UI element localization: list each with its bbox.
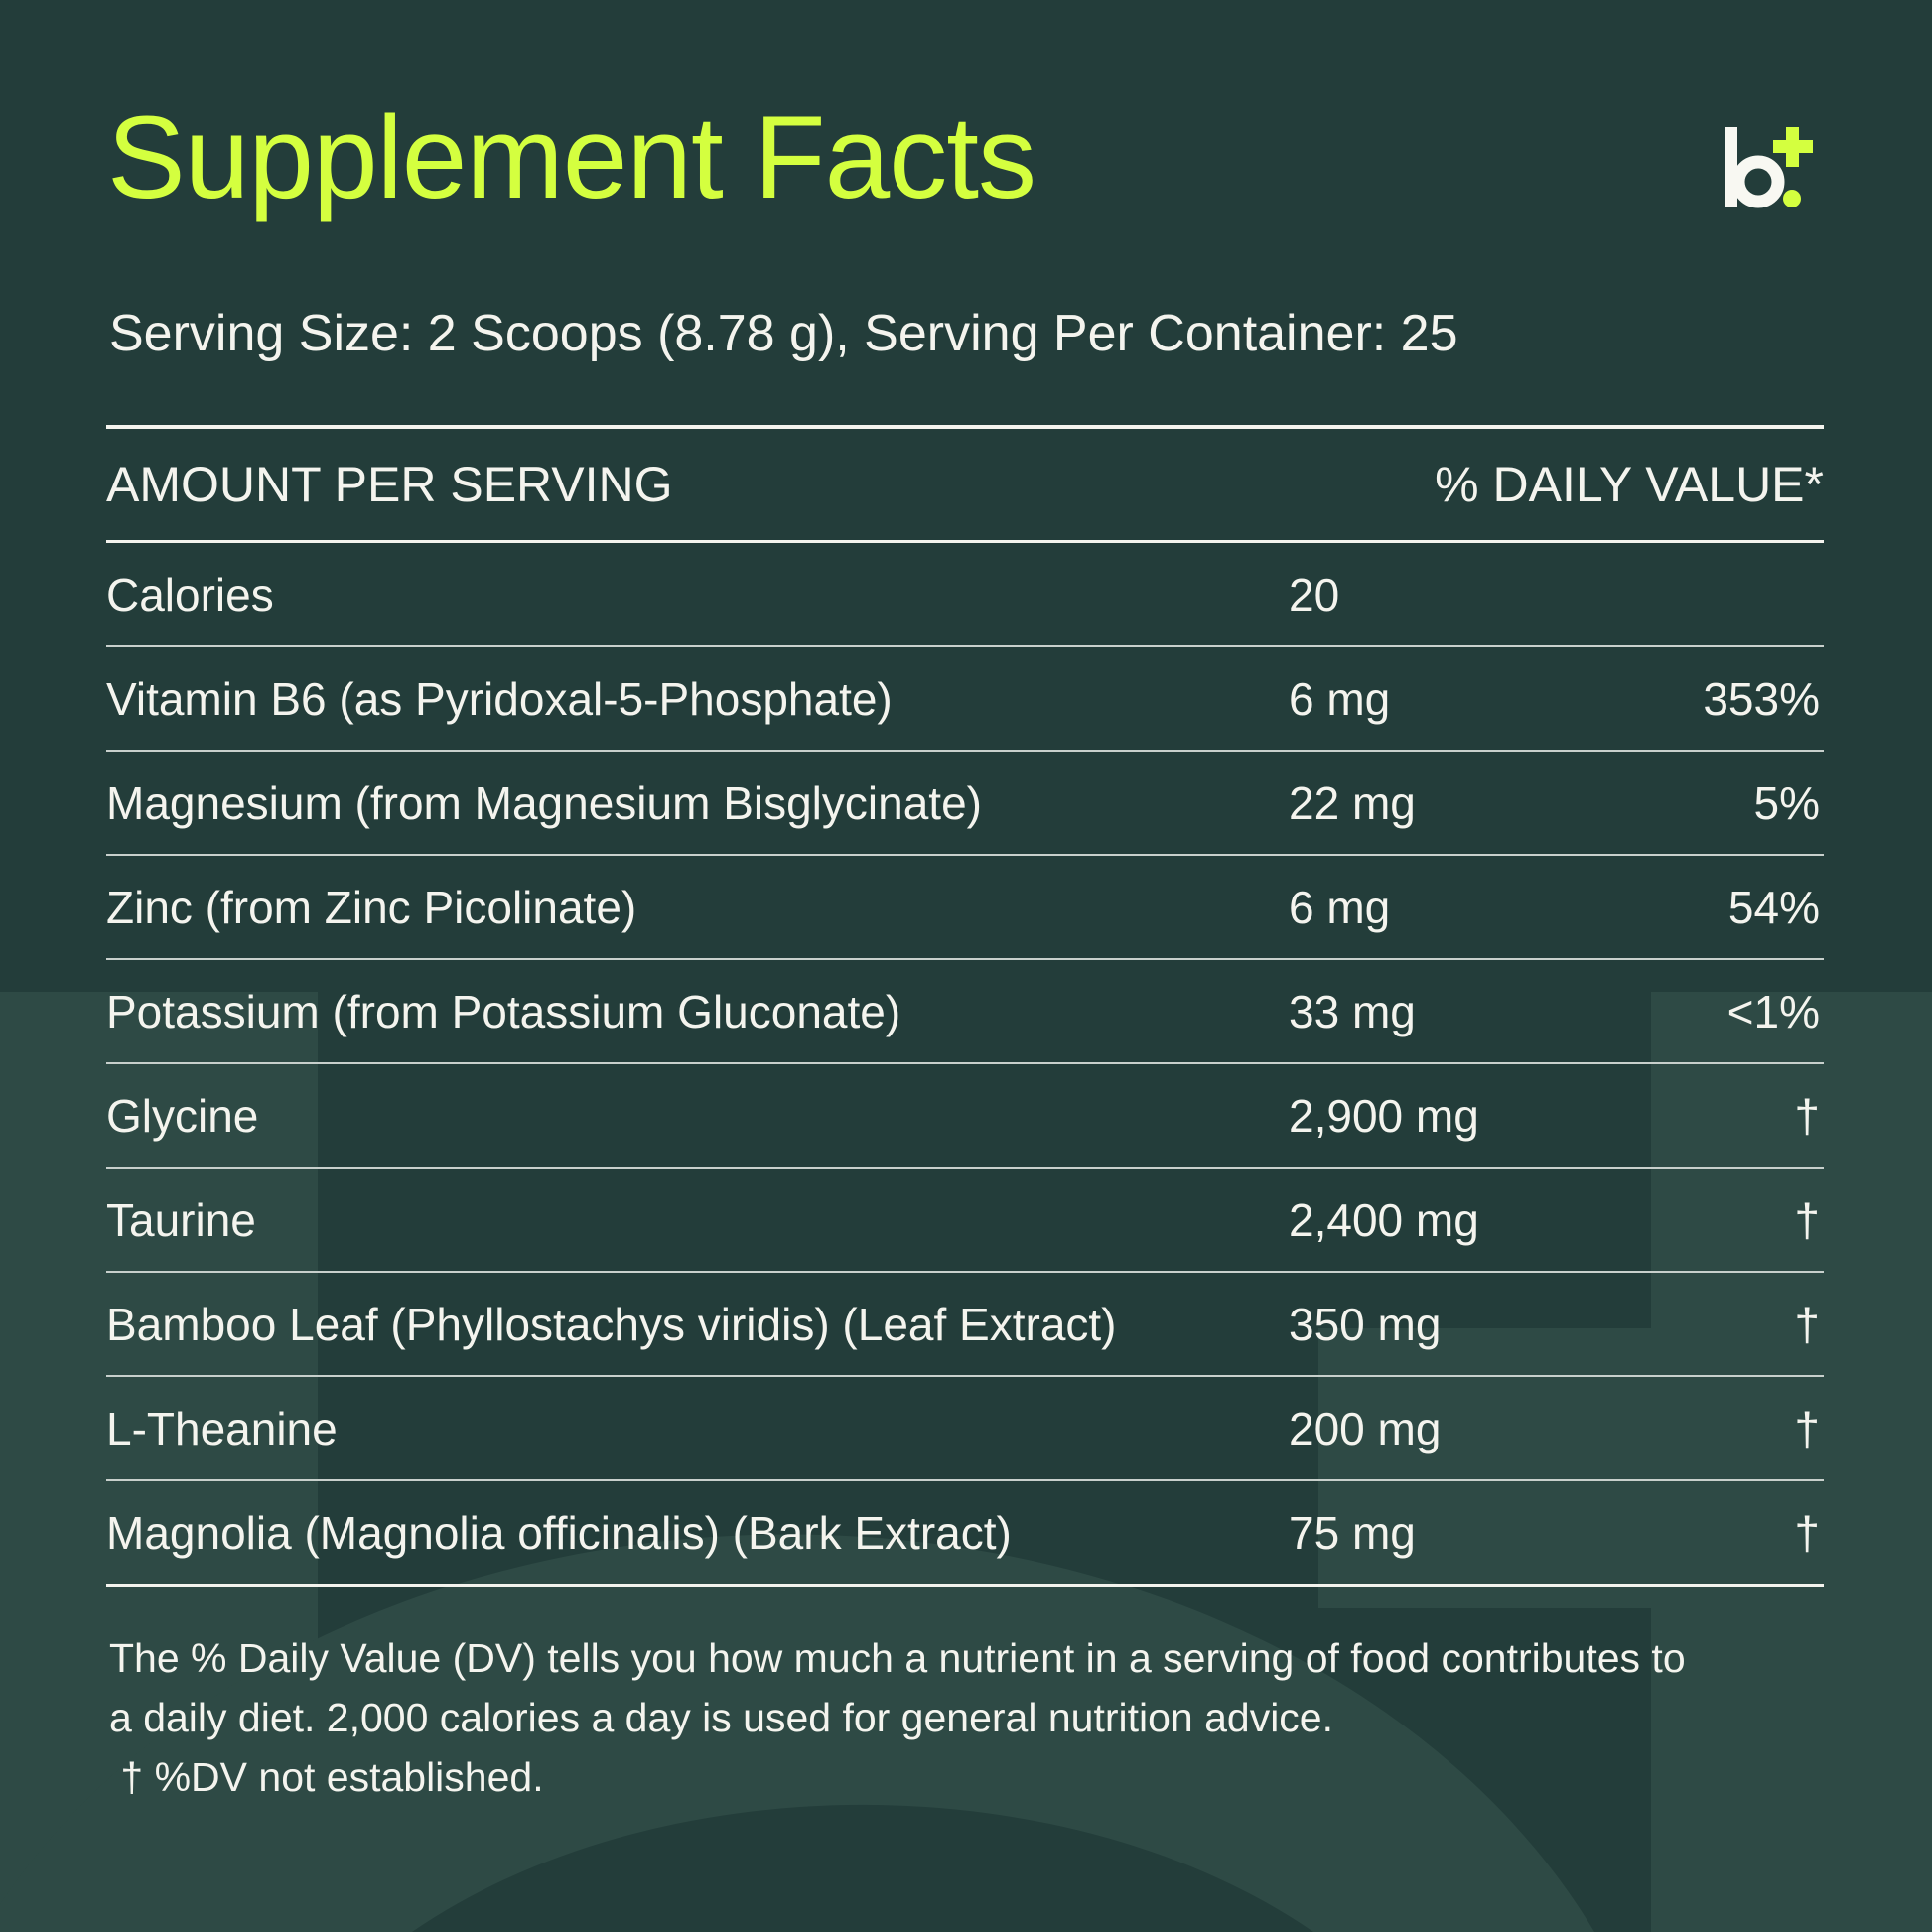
nutrient-daily-value: 5% — [1753, 776, 1820, 829]
nutrient-amount: 200 mg — [1289, 1402, 1442, 1454]
nutrient-name: L-Theanine — [106, 1402, 338, 1454]
nutrient-name: Taurine — [106, 1193, 256, 1246]
table-row: Potassium (from Potassium Gluconate) 33 m… — [106, 960, 1824, 1064]
nutrient-name: Vitamin B6 (as Pyridoxal-5-Phosphate) — [106, 672, 893, 725]
nutrient-amount: 350 mg — [1289, 1298, 1442, 1350]
nutrient-name: Calories — [106, 568, 274, 621]
footnote: The % Daily Value (DV) tells you how muc… — [109, 1628, 1837, 1807]
table-row: Taurine 2,400 mg † — [106, 1169, 1824, 1273]
table-row: Bamboo Leaf (Phyllostachys viridis) (Lea… — [106, 1273, 1824, 1377]
nutrient-amount: 20 — [1289, 568, 1340, 621]
serving-info: Serving Size: 2 Scoops (8.78 g), Serving… — [109, 305, 1458, 362]
nutrient-daily-value: † — [1794, 1402, 1820, 1454]
nutrient-daily-value: <1% — [1726, 985, 1820, 1037]
nutrient-daily-value: † — [1794, 1298, 1820, 1350]
nutrient-name: Magnolia (Magnolia officinalis) (Bark Ex… — [106, 1506, 1012, 1559]
supplement-facts-table: AMOUNT PER SERVING % DAILY VALUE* Calori… — [106, 425, 1824, 1587]
nutrient-amount: 2,900 mg — [1289, 1089, 1479, 1142]
table-row: Zinc (from Zinc Picolinate) 6 mg 54% — [106, 856, 1824, 960]
nutrient-daily-value: 353% — [1703, 672, 1820, 725]
nutrient-amount: 33 mg — [1289, 985, 1416, 1037]
nutrient-amount: 6 mg — [1289, 881, 1391, 933]
nutrient-daily-value: † — [1794, 1506, 1820, 1559]
table-row: Calories 20 — [106, 543, 1824, 647]
nutrient-name: Bamboo Leaf (Phyllostachys viridis) (Lea… — [106, 1298, 1117, 1350]
table-header: AMOUNT PER SERVING % DAILY VALUE* — [106, 425, 1824, 543]
brand-logo-icon — [1725, 127, 1813, 208]
footnote-dagger-line: † %DV not established. — [109, 1754, 544, 1800]
table-row: Magnesium (from Magnesium Bisglycinate) 2… — [106, 752, 1824, 856]
nutrient-daily-value: 54% — [1727, 881, 1820, 933]
nutrient-amount: 75 mg — [1289, 1506, 1416, 1559]
nutrient-daily-value: † — [1794, 1089, 1820, 1142]
table-row: L-Theanine 200 mg † — [106, 1377, 1824, 1481]
table-row: Glycine 2,900 mg † — [106, 1064, 1824, 1169]
table-row: Magnolia (Magnolia officinalis) (Bark Ex… — [106, 1481, 1824, 1587]
nutrient-name: Potassium (from Potassium Gluconate) — [106, 985, 901, 1037]
nutrient-daily-value: † — [1794, 1193, 1820, 1246]
nutrient-amount: 6 mg — [1289, 672, 1391, 725]
footnote-line: a daily diet. 2,000 calories a day is us… — [109, 1695, 1334, 1740]
page-title: Supplement Facts — [107, 92, 1036, 223]
nutrient-amount: 22 mg — [1289, 776, 1416, 829]
amount-per-serving-header: AMOUNT PER SERVING — [106, 457, 673, 512]
table-row: Vitamin B6 (as Pyridoxal-5-Phosphate) 6 m… — [106, 647, 1824, 752]
nutrient-amount: 2,400 mg — [1289, 1193, 1479, 1246]
daily-value-header: % DAILY VALUE* — [1435, 457, 1824, 512]
nutrient-name: Glycine — [106, 1089, 259, 1142]
footnote-line: The % Daily Value (DV) tells you how muc… — [109, 1635, 1686, 1681]
nutrient-name: Zinc (from Zinc Picolinate) — [106, 881, 637, 933]
nutrient-name: Magnesium (from Magnesium Bisglycinate) — [106, 776, 982, 829]
